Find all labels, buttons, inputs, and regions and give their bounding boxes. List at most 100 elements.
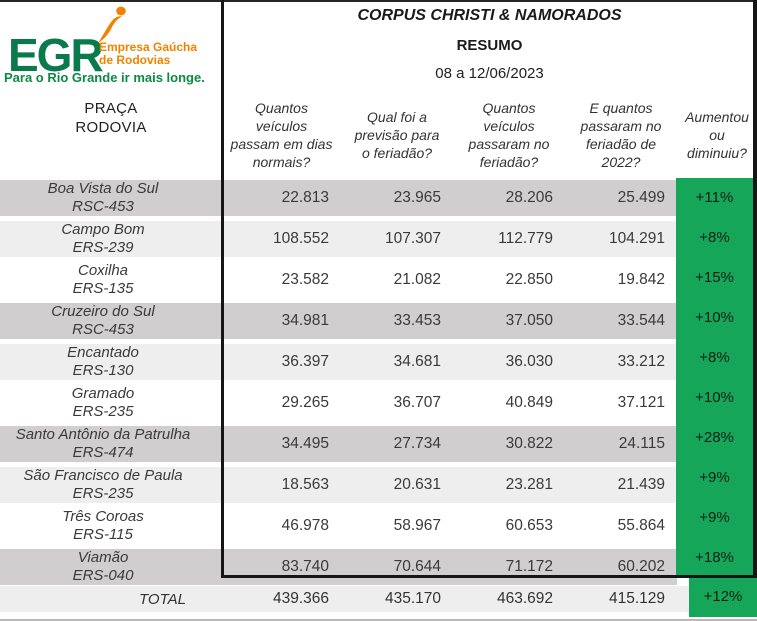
normal-days-value: 23.582: [222, 262, 341, 298]
total-label: TOTAL: [139, 590, 186, 608]
change-value: +15%: [695, 269, 734, 287]
toll-plaza-name: Cruzeiro do Sul: [51, 303, 155, 320]
report-date-range: 08 a 12/06/2023: [435, 65, 544, 82]
table-body: Boa Vista do Sul RSC-453 22.813 23.965 28…: [0, 178, 757, 585]
row-header-line1: PRAÇA: [84, 100, 138, 117]
change-column: +11% +8% +15% +10% +8% +10% +28% +9% +9%…: [676, 178, 753, 577]
forecast-value: 34.681: [341, 344, 453, 380]
column-header-praca-rodovia: PRAÇA RODOVIA: [0, 92, 222, 178]
bottom-border-line: [0, 619, 757, 621]
highway-code: ERS-239: [72, 239, 134, 256]
toll-plaza-name: Campo Bom: [61, 221, 145, 238]
total-holiday-2022: 415.129: [608, 590, 665, 607]
highway-code: ERS-115: [73, 526, 133, 543]
change-value: +10%: [695, 388, 734, 406]
normal-days-value: 46.978: [222, 508, 341, 544]
holiday-2022-value: 24.115: [565, 426, 677, 462]
normal-days-value: 108.552: [222, 221, 341, 257]
total-separator-line: [221, 575, 757, 578]
holiday-2022-value: 55.864: [565, 508, 677, 544]
highway-code: ERS-040: [72, 567, 134, 584]
holiday-value: 30.822: [453, 426, 565, 462]
table-row: Santo Antônio da Patrulha ERS-474 34.495 …: [0, 424, 757, 465]
highway-code: RSC-453: [72, 198, 134, 215]
holiday-value: 28.206: [453, 180, 565, 216]
title-block: CORPUS CHRISTI & NAMORADOS RESUMO 08 a 1…: [222, 0, 757, 82]
holiday-value: 36.030: [453, 344, 565, 380]
table-row: Coxilha ERS-135 23.582 21.082 22.850 19.8…: [0, 260, 757, 301]
toll-plaza-name: São Francisco de Paula: [23, 467, 183, 484]
egr-logo-text: EGR: [8, 29, 104, 81]
holiday-value: 23.281: [453, 467, 565, 503]
toll-plaza-name: Três Coroas: [62, 508, 144, 525]
total-row: +12% TOTAL 439.366 435.170 463.692 415.1…: [0, 575, 757, 617]
forecast-value: 107.307: [341, 221, 453, 257]
table-right-border-line: [753, 0, 757, 578]
holiday-2022-value: 33.544: [565, 303, 677, 339]
holiday-value: 71.172: [453, 549, 565, 585]
highway-code: RSC-453: [72, 321, 134, 338]
table-row: São Francisco de Paula ERS-235 18.563 20.…: [0, 465, 757, 506]
normal-days-value: 18.563: [222, 467, 341, 503]
column-header-change: Aumentou ou diminuiu?: [685, 109, 749, 161]
row-header-line2: RODOVIA: [75, 119, 147, 136]
forecast-value: 27.734: [341, 426, 453, 462]
normal-days-value: 34.981: [222, 303, 341, 339]
column-header-holiday-2022: E quantos passaram no feriadão de 2022?: [580, 100, 662, 170]
toll-plaza-name: Viamão: [77, 549, 129, 566]
forecast-value: 70.644: [341, 549, 453, 585]
normal-days-value: 29.265: [222, 385, 341, 421]
highway-code: ERS-135: [72, 280, 134, 297]
highway-code: ERS-474: [72, 444, 134, 461]
table-row: Viamão ERS-040 83.740 70.644 71.172 60.20…: [0, 547, 757, 588]
running-person-icon: [98, 6, 126, 43]
total-change-value: +12%: [689, 575, 757, 617]
table-row: Boa Vista do Sul RSC-453 22.813 23.965 28…: [0, 178, 757, 219]
highway-code: ERS-130: [72, 362, 134, 379]
holiday-2022-value: 19.842: [565, 262, 677, 298]
table-row: Cruzeiro do Sul RSC-453 34.981 33.453 37.…: [0, 301, 757, 342]
total-band: TOTAL 439.366 435.170 463.692 415.129: [0, 586, 689, 612]
table-row: Campo Bom ERS-239 108.552 107.307 112.779…: [0, 219, 757, 260]
logo-tagline: Para o Rio Grande ir mais longe.: [4, 70, 205, 85]
column-header-holiday: Quantos veículos passaram no feriadão?: [468, 100, 550, 170]
total-normal-days: 439.366: [272, 590, 329, 607]
toll-plaza-name: Santo Antônio da Patrulha: [15, 426, 191, 443]
holiday-2022-value: 21.439: [565, 467, 677, 503]
toll-plaza-name: Coxilha: [77, 262, 129, 279]
table-header-row: PRAÇA RODOVIA Quantos veículos passam em…: [0, 92, 757, 178]
forecast-value: 21.082: [341, 262, 453, 298]
forecast-value: 36.707: [341, 385, 453, 421]
toll-plaza-name: Encantado: [67, 344, 139, 361]
forecast-value: 20.631: [341, 467, 453, 503]
toll-plaza-name: Boa Vista do Sul: [47, 180, 159, 197]
total-holiday: 463.692: [496, 590, 553, 607]
table-row: Gramado ERS-235 29.265 36.707 40.849 37.1…: [0, 383, 757, 424]
company-name-line2: de Rodovias: [99, 52, 171, 67]
forecast-value: 58.967: [341, 508, 453, 544]
change-value: +9%: [699, 468, 730, 486]
top-border-line: [0, 0, 757, 2]
holiday-value: 112.779: [453, 221, 565, 257]
holiday-value: 60.653: [453, 508, 565, 544]
column-header-normal-days: Quantos veículos passam em dias normais?: [230, 100, 333, 170]
change-value: +11%: [695, 189, 734, 207]
holiday-value: 40.849: [453, 385, 565, 421]
holiday-value: 22.850: [453, 262, 565, 298]
report-subtitle: RESUMO: [456, 37, 523, 54]
change-value: +8%: [699, 229, 730, 247]
company-name-line1: Empresa Gaúcha: [99, 40, 198, 54]
highway-code: ERS-235: [72, 403, 134, 420]
change-value: +28%: [695, 428, 734, 446]
table-row: Encantado ERS-130 36.397 34.681 36.030 33…: [0, 342, 757, 383]
holiday-2022-value: 37.121: [565, 385, 677, 421]
holiday-value: 37.050: [453, 303, 565, 339]
holiday-2022-value: 25.499: [565, 180, 677, 216]
company-name: Empresa Gaúcha de Rodovias: [99, 41, 197, 66]
left-column-divider-line: [221, 0, 224, 578]
forecast-value: 23.965: [341, 180, 453, 216]
table-row: Três Coroas ERS-115 46.978 58.967 60.653 …: [0, 506, 757, 547]
normal-days-value: 83.740: [222, 549, 341, 585]
toll-plaza-name: Gramado: [71, 385, 135, 402]
